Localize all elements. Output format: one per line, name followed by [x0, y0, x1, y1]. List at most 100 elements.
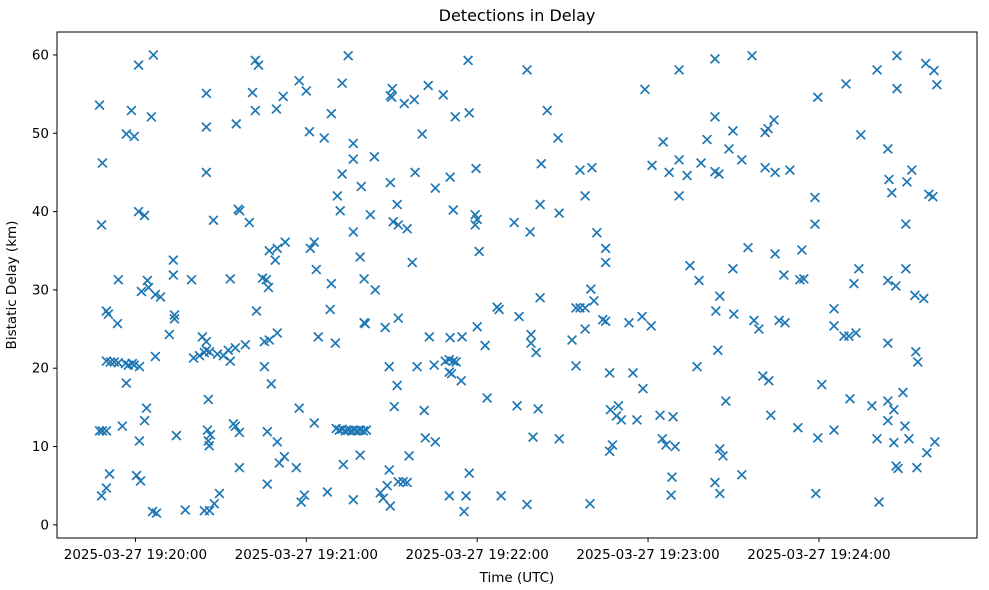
scatter-marker: [231, 118, 242, 129]
scatter-marker: [472, 214, 483, 225]
scatter-marker: [646, 320, 657, 331]
scatter-marker: [96, 490, 107, 501]
scatter-marker: [234, 427, 245, 438]
scatter-marker: [600, 243, 611, 254]
scatter-marker: [97, 425, 108, 436]
scatter-marker: [444, 490, 455, 501]
y-axis-label: Bistatic Delay (km): [4, 221, 20, 350]
scatter-marker: [866, 400, 877, 411]
scatter-marker: [882, 143, 893, 154]
scatter-marker: [526, 338, 537, 349]
scatter-marker: [535, 199, 546, 210]
scatter-marker: [319, 132, 330, 143]
scatter-marker: [209, 498, 220, 509]
x-axis-label: Time (UTC): [479, 570, 555, 586]
scatter-marker: [188, 353, 199, 364]
scatter-marker: [103, 309, 114, 320]
scatter-marker: [471, 163, 482, 174]
scatter-marker: [402, 477, 413, 488]
x-tick-label: 2025-03-27 19:21:00: [235, 547, 378, 563]
scatter-marker: [385, 177, 396, 188]
y-tick-label: 10: [32, 439, 49, 455]
scatter-marker: [542, 105, 553, 116]
scatter-marker: [661, 439, 672, 450]
scatter-marker: [186, 274, 197, 285]
scatter-marker: [901, 176, 912, 187]
scatter-marker: [637, 311, 648, 322]
scatter-marker: [792, 422, 803, 433]
scatter-marker: [250, 105, 261, 116]
scatter-marker: [448, 356, 459, 367]
scatter-marker: [929, 436, 940, 447]
scatter-marker: [272, 243, 283, 254]
scatter-marker: [204, 505, 215, 516]
scatter-marker: [903, 433, 914, 444]
scatter-marker: [571, 302, 582, 313]
scatter-marker: [829, 425, 840, 436]
scatter-marker: [369, 151, 380, 162]
scatter-marker: [168, 255, 179, 266]
scatter-marker: [912, 356, 923, 367]
scatter-marker: [883, 174, 894, 185]
scatter-marker: [574, 165, 585, 176]
scatter-marker: [647, 160, 658, 171]
scatter-marker: [893, 463, 904, 474]
scatter-marker: [812, 432, 823, 443]
scatter-marker: [389, 401, 400, 412]
scatter-marker: [591, 227, 602, 238]
scatter-marker: [757, 371, 768, 382]
scatter-marker: [155, 291, 166, 302]
scatter-marker: [168, 270, 179, 281]
scatter-marker: [309, 418, 320, 429]
scatter-marker: [430, 183, 441, 194]
scatter-marker: [780, 317, 791, 328]
scatter-marker: [234, 205, 245, 216]
scatter-marker: [727, 125, 738, 136]
scatter-marker: [736, 469, 747, 480]
scatter-marker: [525, 226, 536, 237]
scatter-marker: [684, 260, 695, 271]
scatter-marker: [637, 383, 648, 394]
scatter-marker: [451, 356, 462, 367]
scatter-marker: [126, 105, 137, 116]
scatter-marker: [784, 165, 795, 176]
scatter-marker: [410, 167, 421, 178]
scatter-marker: [770, 248, 781, 259]
scatter-marker: [709, 53, 720, 64]
scatter-marker: [666, 472, 677, 483]
scatter-marker: [356, 181, 367, 192]
scatter-marker: [274, 457, 285, 468]
scatter-marker: [330, 338, 341, 349]
scatter-marker: [335, 205, 346, 216]
scatter-marker: [812, 92, 823, 103]
scatter-marker: [309, 237, 320, 248]
y-tick-label: 40: [32, 204, 49, 220]
scatter-marker: [262, 426, 273, 437]
scatter-marker: [201, 167, 212, 178]
scatter-marker: [900, 219, 911, 230]
scatter-marker: [627, 367, 638, 378]
scatter-marker: [296, 497, 307, 508]
scatter-marker: [386, 92, 397, 103]
scatter-marker: [337, 168, 348, 179]
scatter-marker: [921, 447, 932, 458]
scatter-marker: [760, 162, 771, 173]
scatter-marker: [430, 436, 441, 447]
scatter-marker: [798, 273, 809, 284]
scatter-marker: [247, 87, 258, 98]
scatter-marker: [717, 450, 728, 461]
scatter-marker: [736, 154, 747, 165]
scatter-marker: [768, 114, 779, 125]
scatter-marker: [202, 425, 213, 436]
scatter-marker: [584, 498, 595, 509]
scatter-marker: [850, 327, 861, 338]
scatter-marker: [445, 332, 456, 343]
scatter-marker: [225, 356, 236, 367]
scatter-marker: [438, 89, 449, 100]
scatter-marker: [392, 380, 403, 391]
scatter-marker: [291, 462, 302, 473]
scatter-marker: [600, 316, 611, 327]
x-ticks: 2025-03-27 19:20:00 2025-03-27 19:21:00 20…: [64, 538, 891, 563]
scatter-marker: [445, 172, 456, 183]
